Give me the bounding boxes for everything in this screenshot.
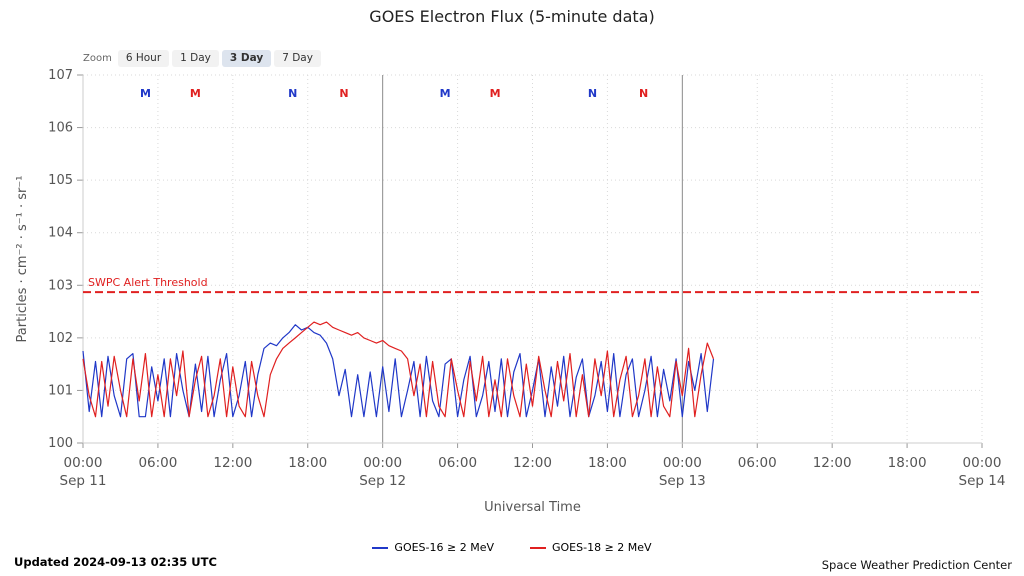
series-line-goes18 xyxy=(82,321,715,418)
x-tick-label: 12:00 xyxy=(513,455,552,471)
event-marker-m: M xyxy=(440,87,451,100)
y-tick-label: 104 xyxy=(48,226,73,241)
x-tick-label: 00:00 xyxy=(64,455,103,471)
updated-timestamp: Updated 2024-09-13 02:35 UTC xyxy=(14,555,217,569)
swpc-alert-threshold-label: SWPC Alert Threshold xyxy=(88,276,208,289)
x-tick-label: 06:00 xyxy=(438,455,477,471)
x-tick-label: 18:00 xyxy=(288,455,327,471)
source-credit: Space Weather Prediction Center xyxy=(821,558,1012,572)
event-marker-n: N xyxy=(288,87,297,100)
date-label: Sep 13 xyxy=(659,473,706,489)
y-tick-label: 103 xyxy=(48,278,73,293)
legend-item-goes18[interactable]: GOES-18 ≥ 2 MeV xyxy=(530,541,652,554)
date-label: Sep 12 xyxy=(359,473,406,489)
zoom-label: Zoom xyxy=(83,52,112,64)
x-tick-label: 00:00 xyxy=(963,455,1002,471)
event-marker-m: M xyxy=(490,87,501,100)
y-axis-title: Particles · cm⁻² · s⁻¹ · sr⁻¹ xyxy=(15,176,30,343)
y-tick-label: 107 xyxy=(48,68,73,83)
y-tick-label: 101 xyxy=(48,383,73,398)
x-tick-label: 00:00 xyxy=(663,455,702,471)
x-axis-title: Universal Time xyxy=(484,500,581,515)
y-tick-label: 106 xyxy=(48,121,73,136)
zoom-buttons: 6 Hour 1 Day 3 Day 7 Day xyxy=(117,50,321,67)
zoom-button-1-day[interactable]: 1 Day xyxy=(172,50,219,67)
event-marker-n: N xyxy=(588,87,597,100)
x-tick-label: 12:00 xyxy=(213,455,252,471)
date-label: Sep 14 xyxy=(959,473,1006,489)
event-marker-n: N xyxy=(339,87,348,100)
x-tick-label: 06:00 xyxy=(138,455,177,471)
legend-item-goes16[interactable]: GOES-16 ≥ 2 MeV xyxy=(372,541,494,554)
goes18-swatch xyxy=(530,546,546,549)
zoom-button-3-day[interactable]: 3 Day xyxy=(221,50,272,67)
event-marker-n: N xyxy=(639,87,648,100)
goes16-swatch xyxy=(372,546,389,549)
event-marker-m: M xyxy=(140,87,151,100)
date-label: Sep 11 xyxy=(60,473,107,489)
y-tick-label: 100 xyxy=(48,436,73,451)
x-tick-label: 00:00 xyxy=(363,455,402,471)
x-tick-label: 12:00 xyxy=(813,455,852,471)
x-tick-label: 06:00 xyxy=(738,455,777,471)
zoom-range-selector: Zoom 6 Hour 1 Day 3 Day 7 Day xyxy=(83,50,321,67)
x-tick-label: 18:00 xyxy=(888,455,927,471)
y-tick-label: 105 xyxy=(48,173,73,188)
legend: GOES-16 ≥ 2 MeV GOES-18 ≥ 2 MeV xyxy=(0,541,1024,554)
chart-title: GOES Electron Flux (5-minute data) xyxy=(369,7,655,26)
event-marker-m: M xyxy=(190,87,201,100)
zoom-button-6-hour[interactable]: 6 Hour xyxy=(117,50,170,67)
legend-label-goes18: GOES-18 ≥ 2 MeV xyxy=(552,541,652,554)
zoom-button-7-day[interactable]: 7 Day xyxy=(274,50,321,67)
legend-label-goes16: GOES-16 ≥ 2 MeV xyxy=(394,541,494,554)
series-line-goes16 xyxy=(82,324,715,418)
x-tick-label: 18:00 xyxy=(588,455,627,471)
y-tick-label: 102 xyxy=(48,331,73,346)
